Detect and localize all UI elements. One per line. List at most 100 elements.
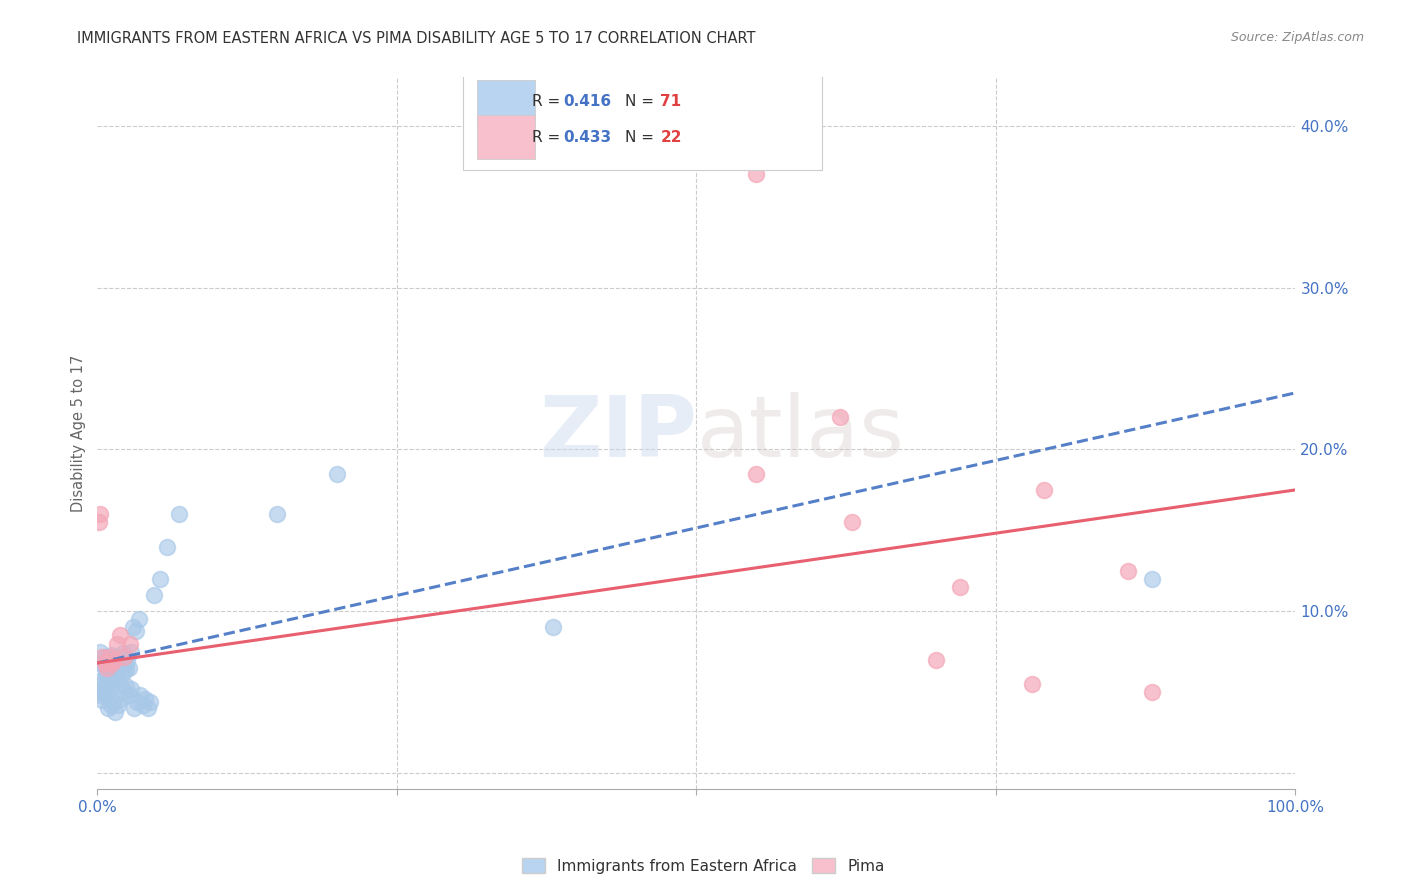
FancyBboxPatch shape (477, 79, 534, 124)
Point (118, 636, 141, 650)
Legend: Immigrants from Eastern Africa, Pima: Immigrants from Eastern Africa, Pima (516, 852, 890, 880)
Point (122, 620, 145, 634)
Point (841, 515, 863, 529)
Point (745, 168, 768, 182)
Point (1032, 483, 1054, 497)
Point (93, 672, 115, 686)
Point (117, 689, 139, 703)
Point (128, 612, 150, 626)
Point (87, 515, 110, 529)
Point (101, 695, 124, 709)
Point (925, 653, 948, 667)
Point (94, 664, 117, 678)
Text: 22: 22 (661, 129, 682, 145)
Point (107, 698, 129, 712)
Point (111, 665, 134, 680)
Point (100, 698, 122, 712)
Point (96, 661, 118, 675)
Point (89, 645, 111, 659)
Point (830, 410, 852, 425)
Point (112, 685, 135, 699)
Point (90, 681, 112, 696)
Point (87, 685, 110, 699)
FancyBboxPatch shape (463, 70, 823, 170)
Point (108, 691, 131, 706)
Point (139, 695, 162, 709)
Point (326, 467, 349, 481)
Point (114, 651, 136, 665)
Point (124, 701, 146, 715)
Point (112, 659, 135, 673)
Point (93, 657, 115, 672)
Text: 0.433: 0.433 (564, 129, 612, 145)
Point (97, 701, 120, 715)
Point (105, 636, 128, 650)
Point (134, 691, 156, 706)
Point (100, 648, 122, 662)
Text: R =: R = (533, 95, 565, 109)
Point (91, 653, 114, 667)
Point (105, 654, 128, 668)
Text: 71: 71 (661, 95, 682, 109)
Point (94, 669, 117, 683)
Point (104, 705, 127, 719)
Point (117, 661, 139, 675)
FancyBboxPatch shape (477, 115, 534, 160)
Point (129, 689, 152, 703)
Point (110, 653, 132, 667)
Point (94, 689, 117, 703)
Point (120, 645, 142, 659)
Point (149, 572, 172, 586)
Point (266, 507, 288, 521)
Point (949, 580, 972, 594)
Point (745, 467, 768, 481)
Text: ZIP: ZIP (538, 392, 696, 475)
Point (132, 698, 155, 712)
Point (100, 656, 122, 670)
Point (108, 677, 131, 691)
Point (91, 649, 114, 664)
Point (103, 653, 125, 667)
Text: N =: N = (624, 129, 658, 145)
Point (93, 649, 115, 664)
Point (93, 685, 115, 699)
Point (115, 663, 138, 677)
Point (93, 656, 115, 670)
Point (167, 507, 190, 521)
Point (111, 646, 134, 660)
Point (1021, 677, 1043, 691)
Point (125, 624, 148, 638)
Point (1116, 564, 1139, 578)
Y-axis label: Disability Age 5 to 17: Disability Age 5 to 17 (72, 355, 86, 512)
Point (89, 689, 111, 703)
Point (98, 649, 121, 664)
Point (112, 649, 135, 664)
Point (101, 653, 124, 667)
Point (90, 656, 112, 670)
Point (89, 507, 111, 521)
Point (108, 661, 131, 675)
Point (90, 677, 112, 691)
Text: IMMIGRANTS FROM EASTERN AFRICA VS PIMA DISABILITY AGE 5 TO 17 CORRELATION CHART: IMMIGRANTS FROM EASTERN AFRICA VS PIMA D… (77, 31, 756, 46)
Text: atlas: atlas (696, 392, 904, 475)
Point (117, 654, 139, 668)
Point (96, 659, 118, 673)
Point (108, 656, 131, 670)
Point (103, 656, 125, 670)
Text: 0.416: 0.416 (564, 95, 612, 109)
Point (1140, 685, 1163, 699)
Text: R =: R = (533, 129, 565, 145)
Point (101, 669, 124, 683)
Point (91, 693, 114, 707)
Point (142, 588, 165, 602)
Point (96, 681, 118, 696)
Point (156, 540, 179, 554)
Point (100, 679, 122, 693)
Point (541, 620, 564, 634)
Point (98, 651, 121, 665)
Point (105, 672, 128, 686)
Point (120, 681, 142, 696)
Point (100, 661, 122, 675)
Text: Source: ZipAtlas.com: Source: ZipAtlas.com (1230, 31, 1364, 45)
Point (136, 701, 159, 715)
